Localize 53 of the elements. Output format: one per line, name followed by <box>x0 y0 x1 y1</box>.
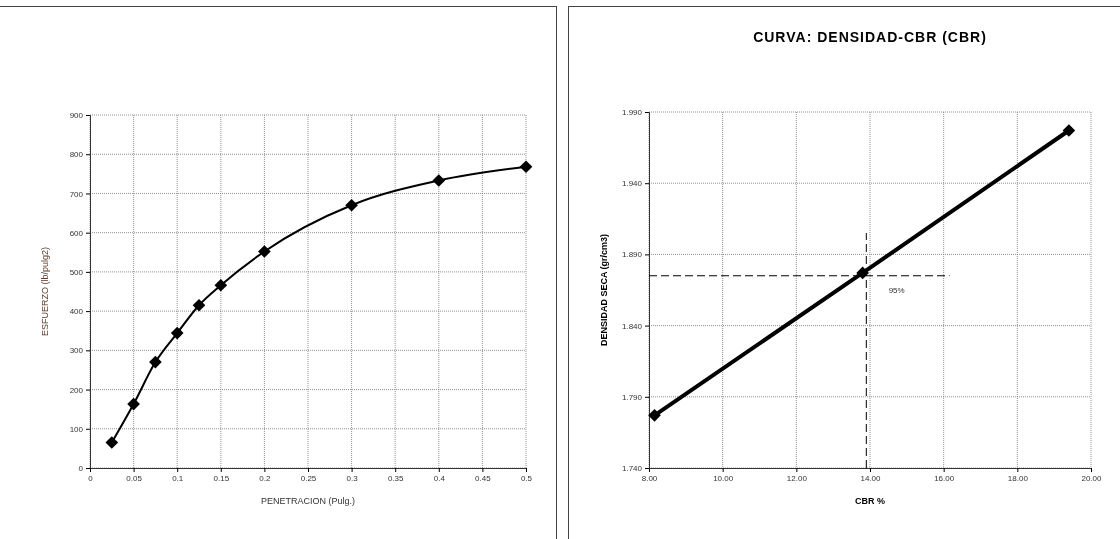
point <box>648 408 661 422</box>
y-tick-label: 1.890 <box>621 250 643 260</box>
y-tick-label: 1.840 <box>621 321 643 331</box>
y-tick-label: 700 <box>69 189 84 199</box>
point <box>519 160 533 174</box>
y-tick-label: 100 <box>69 424 84 434</box>
y-tick-label: 900 <box>69 111 84 121</box>
point <box>105 436 119 449</box>
x-tick-label: 0.2 <box>259 473 272 483</box>
point <box>1062 124 1076 137</box>
x-tick-label: 0.4 <box>433 473 446 483</box>
y-tick-label: 500 <box>69 267 84 277</box>
y-tick-label: 1.940 <box>621 179 643 189</box>
x-tick-label: 0.3 <box>346 473 359 483</box>
y-tick-label: 1.790 <box>621 392 643 402</box>
y-tick-label: 400 <box>69 307 84 317</box>
x-tick-label: 18.00 <box>1007 473 1029 483</box>
point <box>856 266 869 280</box>
point <box>214 278 228 292</box>
y-tick-label: 800 <box>69 150 84 160</box>
y-tick-label: 600 <box>69 228 84 238</box>
point <box>149 355 162 369</box>
point <box>345 198 358 212</box>
y-axis-title: ESFUERZO (lb/pulg2) <box>40 246 50 337</box>
point <box>170 326 184 340</box>
x-tick-label: 12.00 <box>786 473 808 483</box>
x-tick-label: 0.45 <box>475 473 492 483</box>
x-tick-label: 0.1 <box>172 473 184 483</box>
x-tick-label: 10.00 <box>713 473 734 483</box>
point <box>258 245 271 258</box>
chart-title: CURVA: DENSIDAD-CBR (CBR) <box>753 29 987 45</box>
x-tick-label: 14.00 <box>860 473 882 483</box>
x-tick-label: 0.25 <box>300 473 317 483</box>
x-tick-label: 0.05 <box>126 473 143 483</box>
x-tick-label: 0.35 <box>387 473 405 483</box>
x-tick-label: 0 <box>88 473 94 483</box>
y-axis-title: DENSIDAD SECA (gr/cm3) <box>599 233 609 347</box>
y-tick-label: 300 <box>69 346 84 356</box>
x-tick-label: 0.5 <box>520 473 533 483</box>
point <box>192 298 206 312</box>
y-tick-label: 0 <box>78 464 84 474</box>
x-tick-label: 0.15 <box>213 473 230 483</box>
y-tick-label: 1.740 <box>621 464 643 474</box>
x-tick-label: 16.00 <box>934 473 955 483</box>
y-tick-label: 1.990 <box>621 108 643 118</box>
annotation: 95% <box>888 285 905 295</box>
point <box>127 397 140 411</box>
point <box>432 174 446 187</box>
x-tick-label: 8.00 <box>641 473 658 483</box>
x-axis-title: CBR % <box>854 496 886 506</box>
y-tick-label: 200 <box>69 385 84 395</box>
x-axis-title: PENETRACION (Pulg.) <box>260 496 356 506</box>
x-tick-label: 20.00 <box>1081 473 1103 483</box>
